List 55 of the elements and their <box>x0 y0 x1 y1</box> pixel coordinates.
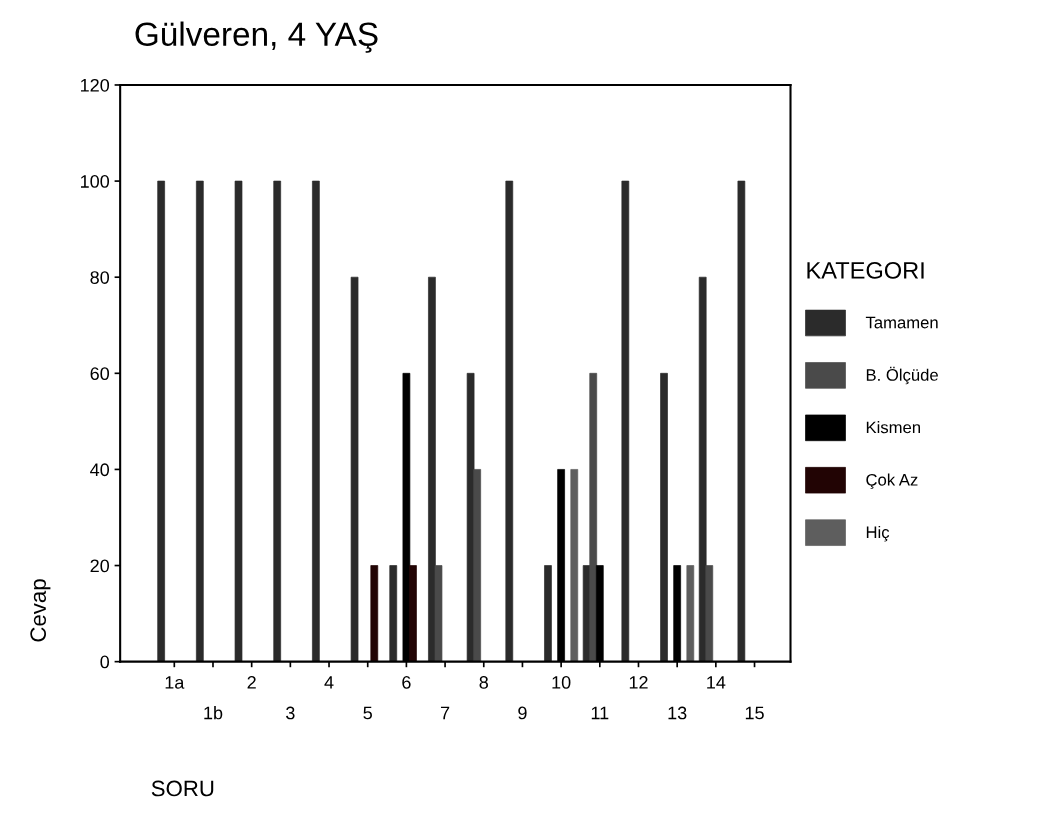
bar <box>698 276 707 662</box>
bar <box>370 565 379 662</box>
x-tick-label: 10 <box>552 676 571 689</box>
legend-label: Kismen <box>866 421 920 434</box>
x-tick-label: 14 <box>707 676 726 689</box>
bar <box>434 565 443 662</box>
bar <box>621 180 630 662</box>
x-tick-label: 6 <box>402 676 411 689</box>
bar <box>473 469 482 662</box>
bar <box>544 565 552 662</box>
x-tick-label: 1a <box>165 676 185 689</box>
bar <box>505 180 514 662</box>
x-tick-label: 1b <box>204 706 223 720</box>
bar <box>350 276 359 662</box>
bar <box>466 372 475 662</box>
bar <box>705 565 714 662</box>
y-tick-label: 40 <box>90 463 110 477</box>
bar <box>234 180 243 662</box>
x-tick-label: 8 <box>479 676 488 689</box>
bar <box>409 565 417 662</box>
x-tick-label: 11 <box>591 706 609 720</box>
x-tick-label: 4 <box>324 676 334 689</box>
bar <box>273 180 282 662</box>
bar <box>389 565 398 662</box>
legend-label: Hiç <box>866 525 890 542</box>
legend-title: KATEGORI <box>807 262 924 279</box>
bar <box>737 180 746 662</box>
y-tick-label: 80 <box>90 271 110 284</box>
x-axis-title: SORU <box>151 780 214 797</box>
y-tick-label: 20 <box>90 559 110 573</box>
x-tick-label: 13 <box>668 706 687 720</box>
chart-title: Gülveren, 4 YAŞ <box>135 21 378 53</box>
x-tick-label: 7 <box>440 706 450 720</box>
bar <box>589 372 598 662</box>
x-tick-label: 2 <box>247 676 256 689</box>
bar <box>196 180 204 662</box>
y-tick-label: 60 <box>90 367 110 381</box>
bar <box>660 372 668 662</box>
y-axis-title: Cevap <box>30 579 51 642</box>
x-tick-label: 5 <box>363 706 372 720</box>
bar <box>157 180 165 662</box>
x-tick-label: 15 <box>745 706 764 720</box>
x-tick-label: 9 <box>518 706 527 720</box>
legend-label: Çok Az <box>866 473 918 490</box>
bar <box>428 276 436 662</box>
bar <box>312 180 320 662</box>
x-tick-label: 12 <box>629 676 648 689</box>
bar <box>686 565 695 662</box>
legend-label: B. Ölçüde <box>866 366 938 385</box>
y-tick-label: 100 <box>80 175 110 188</box>
y-tick-label: 0 <box>100 655 110 669</box>
legend-label: Tamamen <box>865 316 938 329</box>
bar <box>570 469 579 662</box>
y-tick-label: 120 <box>80 78 110 92</box>
x-tick-label: 3 <box>286 706 295 720</box>
